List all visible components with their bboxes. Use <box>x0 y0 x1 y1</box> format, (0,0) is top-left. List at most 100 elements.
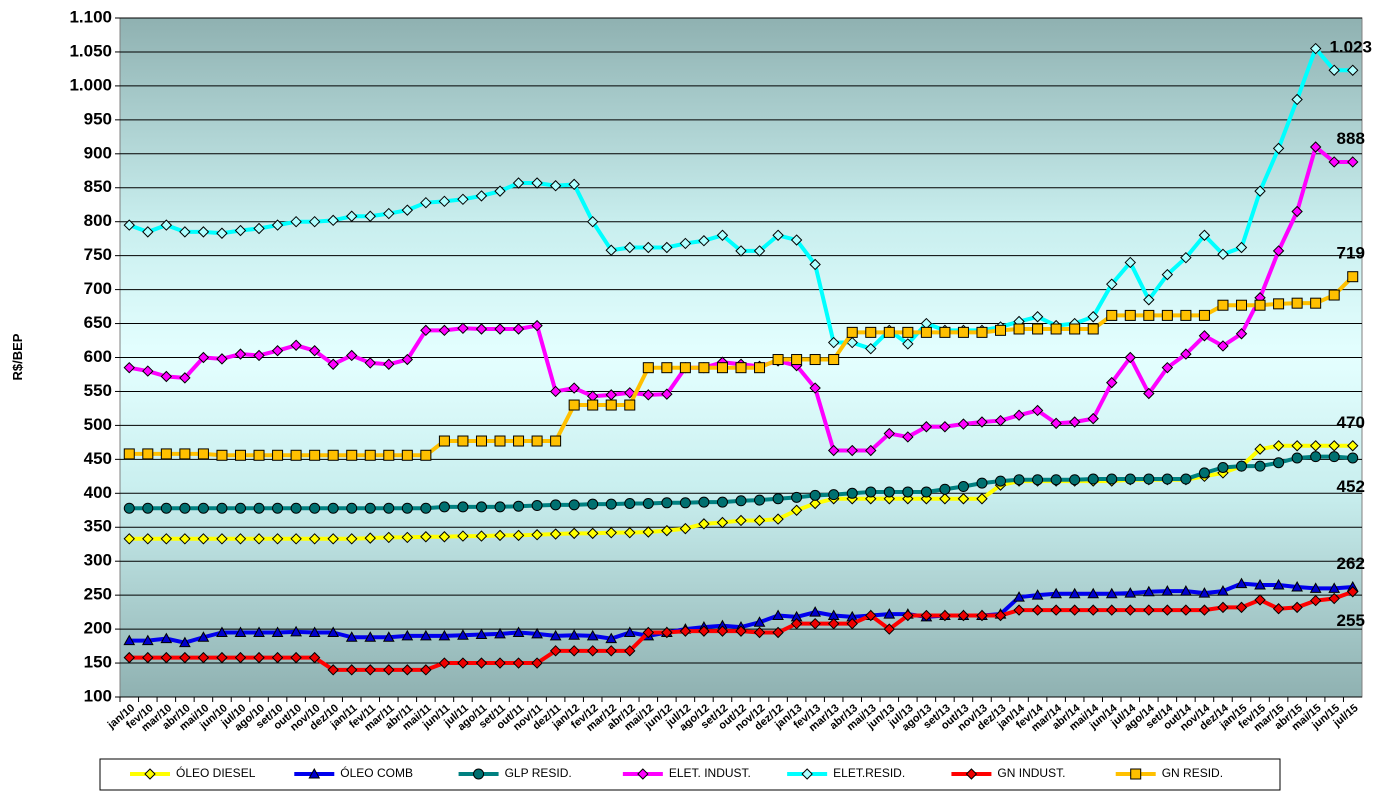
data-point <box>142 533 154 545</box>
data-point <box>1069 474 1081 486</box>
data-point <box>142 651 154 664</box>
data-point <box>828 354 840 366</box>
data-point <box>531 529 543 541</box>
data-point <box>1291 440 1303 452</box>
data-point <box>1272 578 1285 590</box>
data-point <box>494 323 506 335</box>
data-point <box>1124 256 1136 269</box>
data-point <box>568 645 580 657</box>
data-point <box>568 499 580 511</box>
data-point <box>995 475 1007 487</box>
legend-label: GN INDUST. <box>997 766 1065 780</box>
data-point <box>568 399 580 411</box>
data-point <box>197 533 210 545</box>
data-point <box>438 195 451 208</box>
data-point <box>327 502 339 514</box>
data-point <box>364 502 376 514</box>
data-point <box>754 362 766 374</box>
data-point <box>1291 452 1303 464</box>
data-point <box>197 651 210 664</box>
data-point <box>494 627 506 639</box>
data-point <box>976 609 988 622</box>
data-point <box>1050 604 1062 616</box>
legend-label: ÓLEO DIESEL <box>176 765 256 780</box>
data-point <box>846 617 858 630</box>
data-point <box>1124 351 1136 364</box>
data-point <box>809 497 821 510</box>
data-point <box>475 190 488 202</box>
data-point <box>698 496 710 508</box>
legend-label: GLP RESID. <box>505 766 572 780</box>
data-point <box>234 533 247 545</box>
data-point <box>216 227 228 239</box>
data-point <box>327 358 339 370</box>
data-point <box>364 449 376 461</box>
series <box>123 271 1359 461</box>
data-point <box>290 625 302 637</box>
data-point <box>401 531 414 544</box>
data-point <box>549 180 562 192</box>
data-point <box>642 241 655 254</box>
data-point <box>271 219 284 231</box>
data-point <box>939 483 951 495</box>
data-point <box>661 362 673 374</box>
data-point <box>1069 323 1081 335</box>
data-point <box>920 326 932 338</box>
data-point <box>346 664 358 676</box>
data-point <box>160 651 173 664</box>
data-point <box>1254 443 1266 455</box>
y-tick-label: 800 <box>84 211 112 230</box>
data-point <box>383 502 395 514</box>
data-point <box>586 645 599 657</box>
data-point <box>1328 582 1341 593</box>
data-point <box>549 385 562 398</box>
data-point <box>1143 473 1155 485</box>
data-point <box>772 609 784 621</box>
data-point <box>1198 330 1211 342</box>
data-point <box>308 215 321 228</box>
data-point <box>160 370 173 383</box>
data-point <box>327 664 339 676</box>
data-label: 1.023 <box>1329 37 1372 56</box>
data-point <box>1328 156 1340 168</box>
data-point <box>160 448 172 460</box>
data-point <box>1272 142 1285 155</box>
data-point <box>438 501 450 513</box>
data-point <box>197 226 210 238</box>
data-point <box>475 628 488 640</box>
legend-marker <box>637 768 649 780</box>
data-point <box>438 629 451 641</box>
data-point <box>475 657 488 669</box>
data-point <box>234 502 246 514</box>
data-point <box>735 625 747 637</box>
data-point <box>586 527 599 540</box>
y-tick-label: 500 <box>84 415 112 434</box>
data-point <box>179 533 191 545</box>
data-point <box>883 623 896 635</box>
data-point <box>475 435 487 447</box>
data-point <box>1068 416 1081 428</box>
data-point <box>939 421 951 433</box>
data-point <box>1273 298 1285 310</box>
data-point <box>1180 585 1192 596</box>
data-point <box>957 418 970 430</box>
data-point <box>309 449 321 461</box>
data-point <box>475 530 488 542</box>
legend-label: GN RESID. <box>1162 766 1223 780</box>
data-point <box>364 357 376 369</box>
data-point <box>272 449 284 461</box>
data-point <box>846 487 858 499</box>
data-point <box>1106 278 1118 290</box>
data-point <box>123 361 135 374</box>
data-point <box>827 617 840 630</box>
data-point <box>1309 594 1322 607</box>
data-point <box>791 491 803 503</box>
data-point <box>772 229 784 241</box>
data-point <box>1106 604 1118 616</box>
data-point <box>920 486 932 498</box>
data-point <box>661 241 673 254</box>
data-point <box>1161 268 1174 281</box>
data-point <box>995 324 1007 336</box>
data-point <box>1236 299 1248 311</box>
data-point <box>1217 601 1229 614</box>
